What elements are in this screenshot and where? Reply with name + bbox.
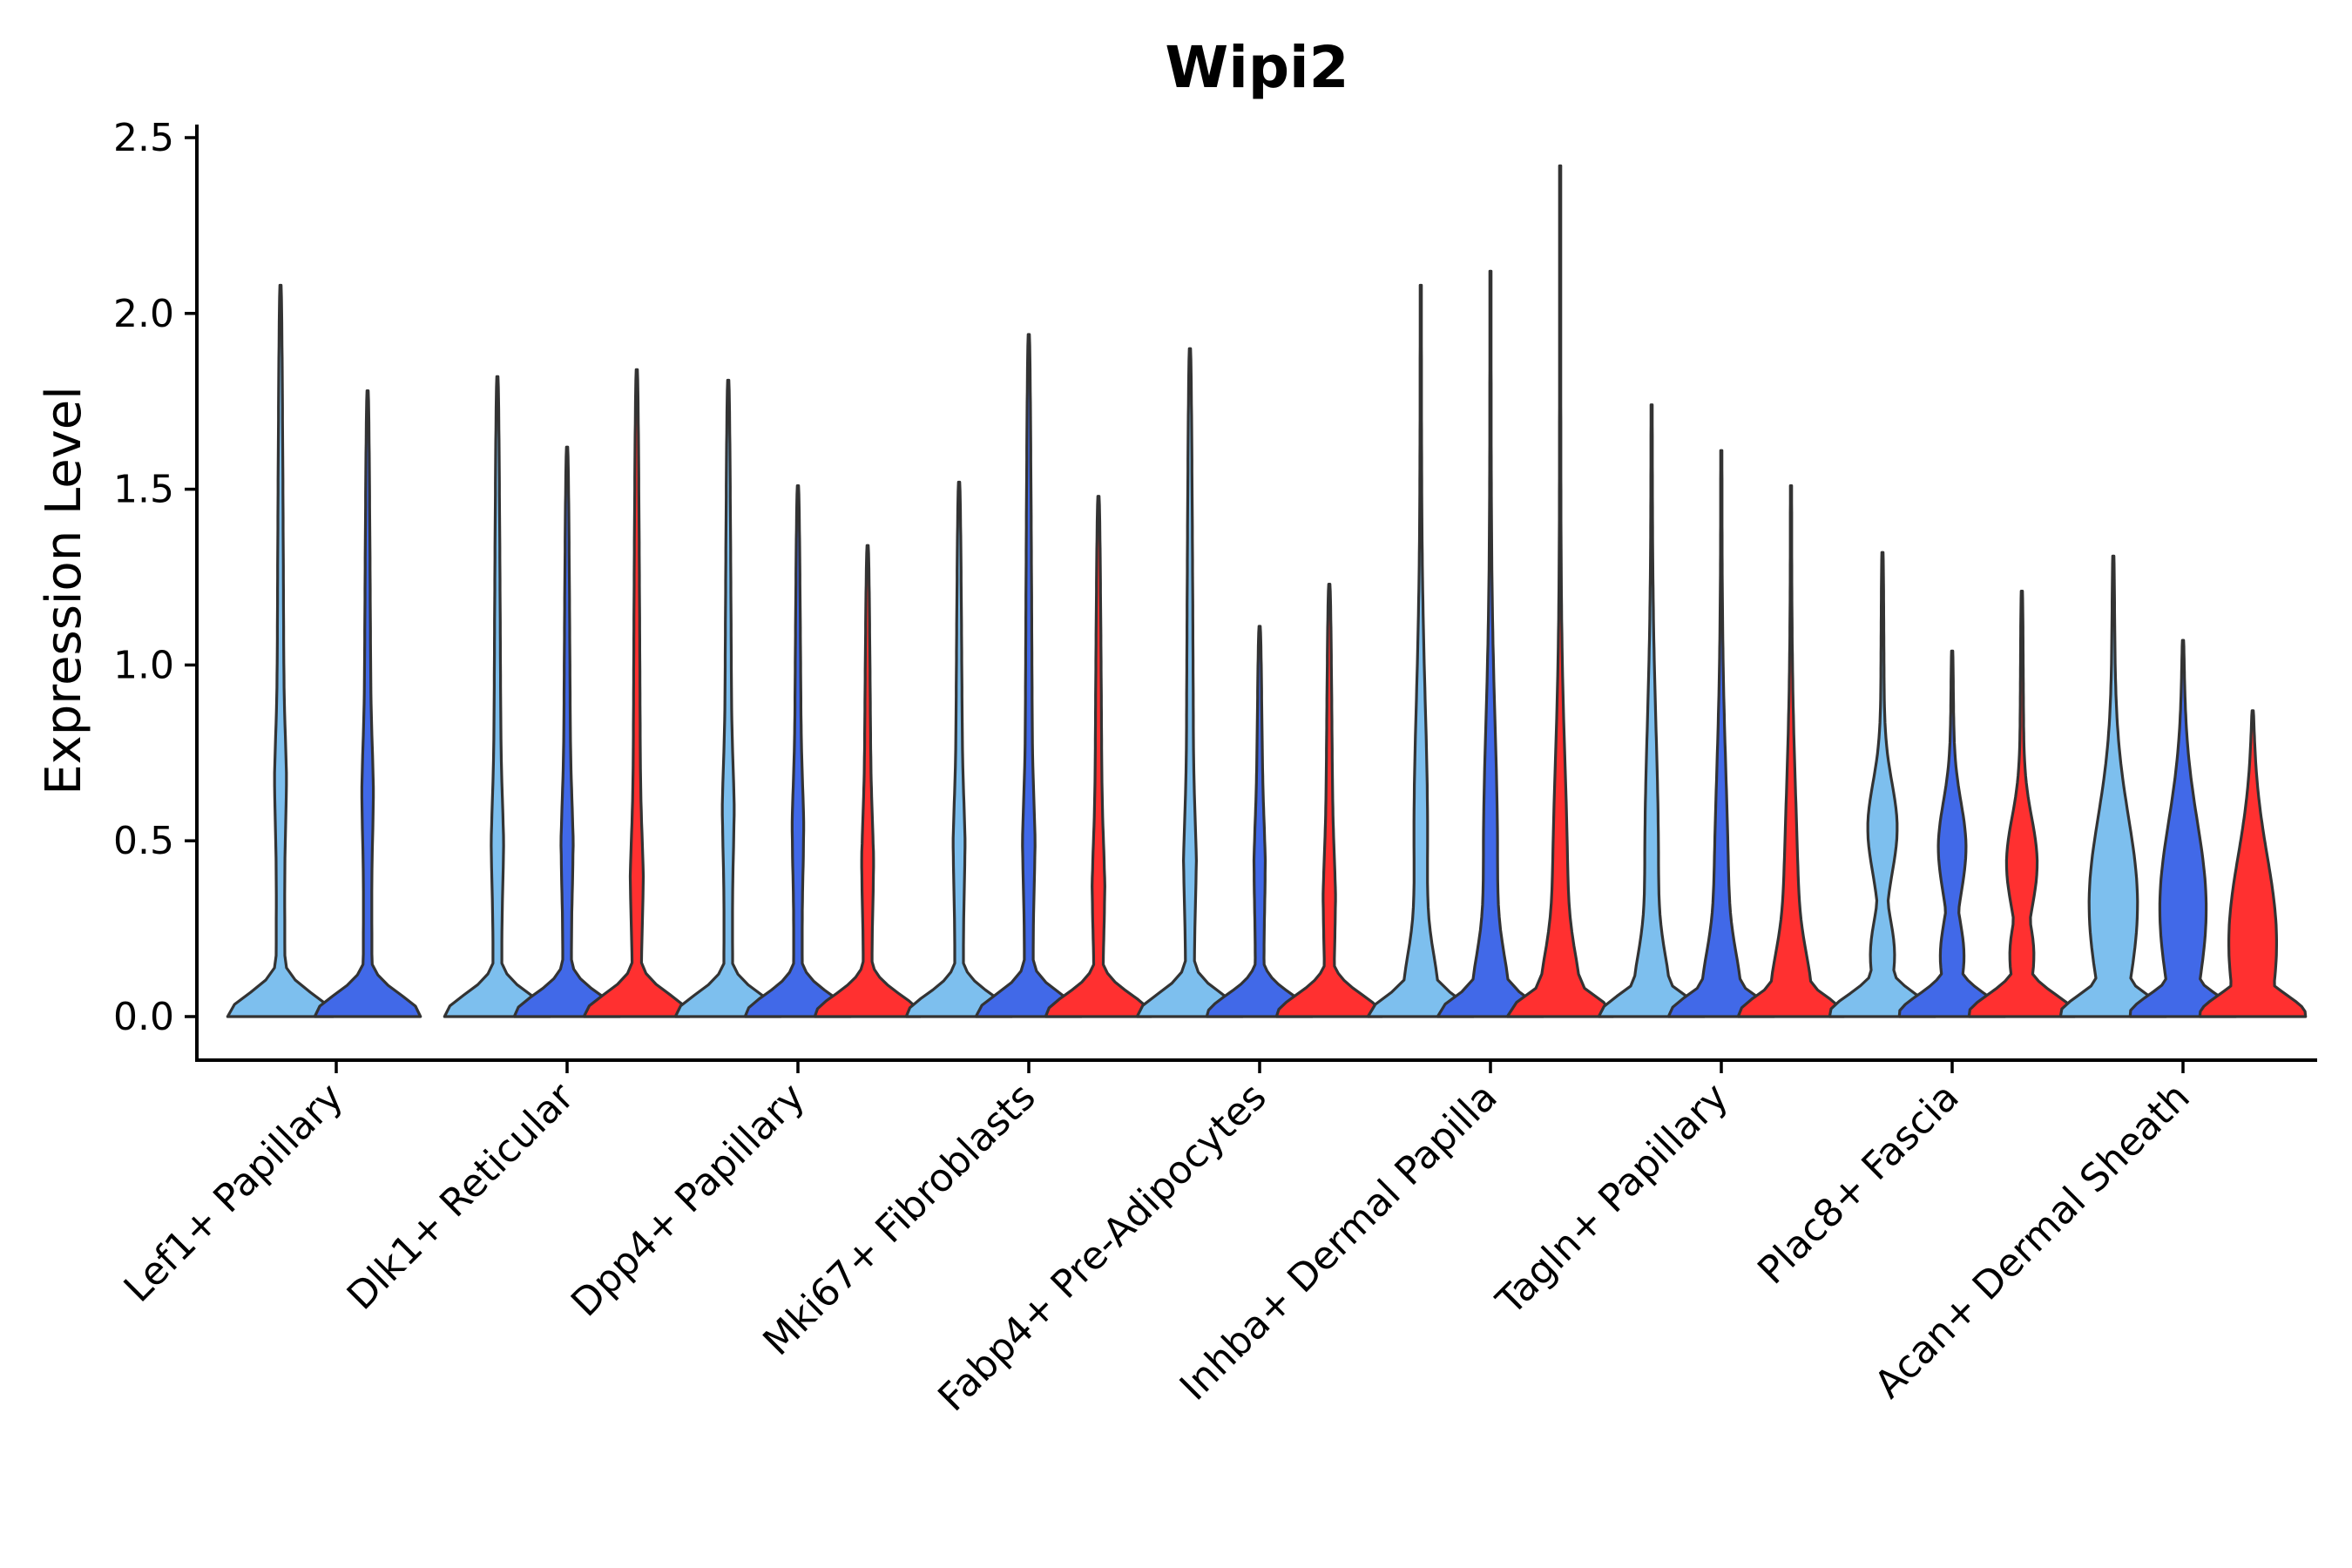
violin-layer xyxy=(226,164,2308,1018)
violin-plac8-fascia-0 xyxy=(1828,551,1937,1018)
violin-dlk1-reticular-1 xyxy=(512,445,622,1018)
y-tick-label: 2.0 xyxy=(113,292,174,336)
y-tick-label: 1.0 xyxy=(113,643,174,687)
violin-dlk1-reticular-2 xyxy=(582,368,692,1018)
violin-fabp4-pre-adipocytes-2 xyxy=(1274,583,1384,1018)
x-tick-label: Dpp4+ Papillary xyxy=(563,1075,814,1326)
y-ticks: 0.0 0.5 1.0 1.5 2.0 2.5 xyxy=(113,116,197,1039)
violin-acan-dermal-sheath-1 xyxy=(2128,639,2238,1018)
violin-inhba-dermal-papilla-1 xyxy=(1436,269,1545,1018)
violin-lef1-papillary-1 xyxy=(313,389,422,1018)
violin-tagln-papillary-1 xyxy=(1666,449,1776,1018)
violin-plac8-fascia-1 xyxy=(1897,649,2007,1018)
violin-dpp4-papillary-1 xyxy=(743,484,853,1018)
y-axis-label: Expression Level xyxy=(36,386,92,795)
violin-fabp4-pre-adipocytes-0 xyxy=(1135,347,1245,1018)
violin-acan-dermal-sheath-2 xyxy=(2198,709,2308,1018)
violin-lef1-papillary-0 xyxy=(226,283,335,1018)
y-tick-label: 0.0 xyxy=(113,995,174,1039)
violin-mki67-fibroblasts-0 xyxy=(904,480,1014,1018)
y-tick-label: 0.5 xyxy=(113,819,174,863)
violin-mki67-fibroblasts-2 xyxy=(1044,495,1153,1018)
violin-fabp4-pre-adipocytes-1 xyxy=(1205,625,1315,1018)
violin-inhba-dermal-papilla-0 xyxy=(1366,283,1476,1018)
x-tick-label: Plac8+ Fascia xyxy=(1749,1075,1968,1294)
x-tick-label: Lef1+ Papillary xyxy=(116,1075,352,1311)
violin-dpp4-papillary-0 xyxy=(673,378,783,1018)
violin-plac8-fascia-2 xyxy=(1967,590,2077,1018)
y-tick-label: 1.5 xyxy=(113,468,174,512)
x-tick-label: Dlk1+ Reticular xyxy=(339,1074,584,1319)
chart-title: Wipi2 xyxy=(1165,34,1348,101)
x-tick-label: Tagln+ Papillary xyxy=(1488,1075,1737,1324)
violin-mki67-fibroblasts-1 xyxy=(974,333,1084,1018)
violin-inhba-dermal-papilla-2 xyxy=(1505,164,1615,1018)
y-tick-label: 2.5 xyxy=(113,116,174,160)
violin-dlk1-reticular-0 xyxy=(443,375,552,1018)
violin-dpp4-papillary-2 xyxy=(813,544,923,1018)
violin-tagln-papillary-2 xyxy=(1736,484,1846,1018)
violin-tagln-papillary-0 xyxy=(1597,403,1707,1018)
axes xyxy=(195,125,2317,1062)
violin-acan-dermal-sheath-0 xyxy=(2058,554,2168,1018)
